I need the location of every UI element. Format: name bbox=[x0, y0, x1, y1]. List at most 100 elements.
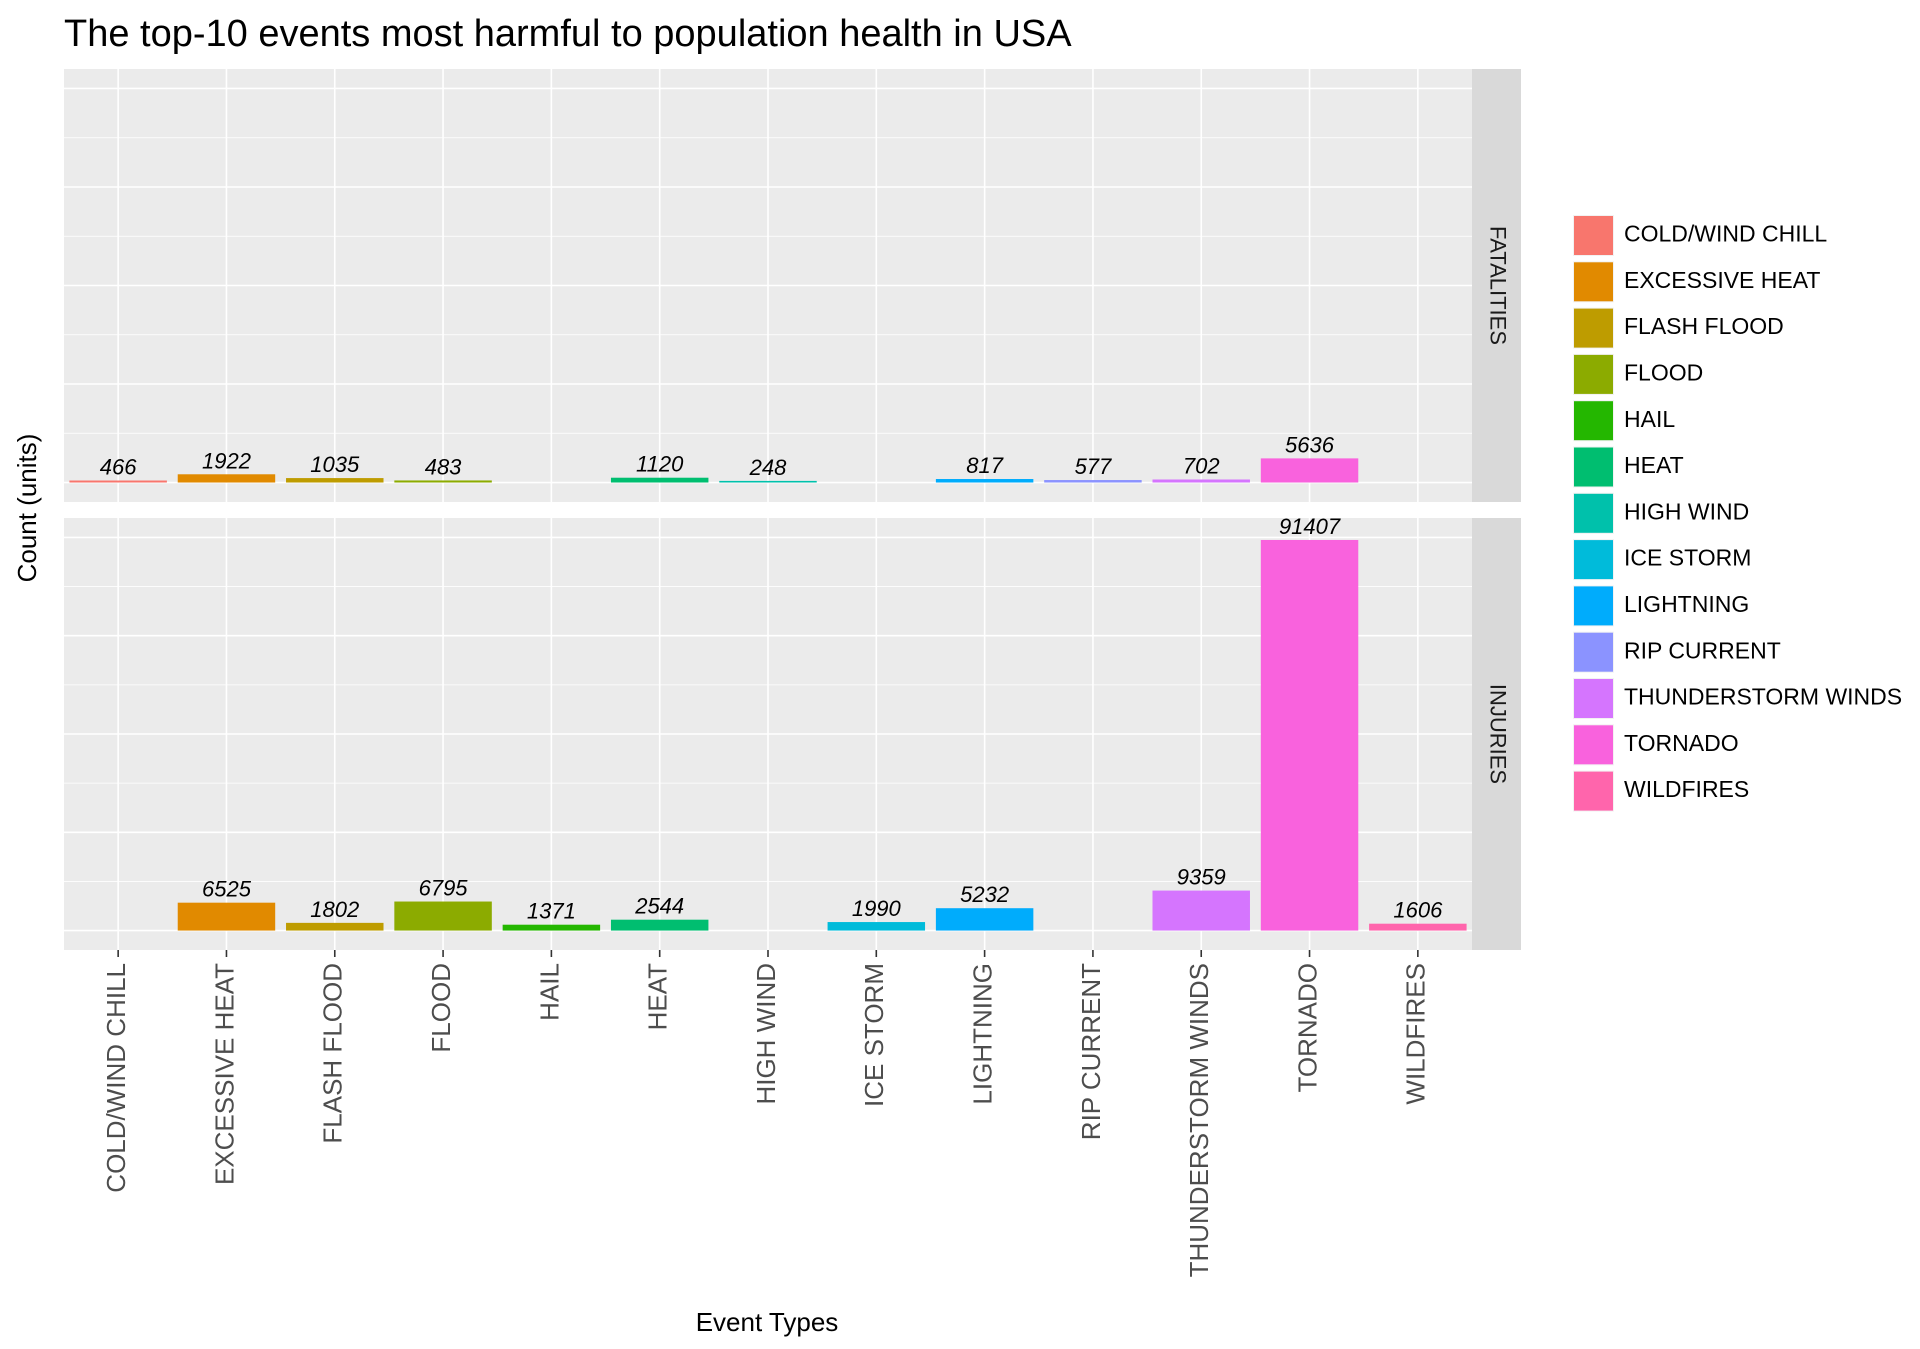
bar-heat bbox=[610, 919, 709, 931]
legend-swatch bbox=[1574, 354, 1613, 394]
data-label: 702 bbox=[1183, 454, 1220, 479]
x-tick-label: HIGH WIND bbox=[751, 963, 781, 1105]
bar-flood bbox=[394, 901, 492, 931]
legend-swatch bbox=[1574, 493, 1613, 533]
legend-label: TORNADO bbox=[1624, 730, 1739, 756]
bar-hail bbox=[502, 924, 601, 931]
legend-item-flash-flood: FLASH FLOOD bbox=[1573, 307, 1784, 349]
legend-label: EXCESSIVE HEAT bbox=[1624, 267, 1820, 293]
x-tick-label: COLD/WIND CHILL bbox=[101, 963, 131, 1193]
data-label: 817 bbox=[966, 453, 1003, 478]
legend-item-cold-wind-chill: COLD/WIND CHILL bbox=[1573, 215, 1827, 256]
bar-heat bbox=[610, 477, 709, 483]
x-tick-label: EXCESSIVE HEAT bbox=[209, 963, 239, 1185]
data-label: 1606 bbox=[1393, 898, 1443, 923]
bar-ice-storm bbox=[827, 922, 926, 931]
x-tick-label: HEAT bbox=[643, 963, 673, 1031]
x-axis-title: Event Types bbox=[696, 1307, 839, 1337]
data-label: 6525 bbox=[202, 877, 252, 902]
data-label: 1035 bbox=[310, 452, 360, 477]
bar-tornado bbox=[1260, 539, 1359, 931]
x-tick-label: ICE STORM bbox=[859, 963, 889, 1107]
data-label: 9359 bbox=[1177, 865, 1226, 890]
legend-label: THUNDERSTORM WINDS bbox=[1624, 684, 1902, 710]
x-tick-label: RIP CURRENT bbox=[1076, 963, 1106, 1140]
data-label: 483 bbox=[425, 454, 462, 479]
legend-swatch bbox=[1574, 447, 1613, 487]
strip-fatalities: FATALITIES bbox=[1472, 69, 1521, 502]
data-label: 5636 bbox=[1285, 432, 1335, 457]
legend-item-thunderstorm-winds: THUNDERSTORM WINDS bbox=[1573, 678, 1902, 719]
bar-cold-wind-chill bbox=[69, 480, 167, 483]
data-label: 91407 bbox=[1279, 514, 1341, 539]
legend: COLD/WIND CHILL EXCESSIVE HEAT FLASH FLOOD… bbox=[1573, 215, 1902, 812]
legend-swatch bbox=[1574, 632, 1613, 672]
legend-label: WILDFIRES bbox=[1624, 776, 1749, 802]
legend-label: HEAT bbox=[1624, 452, 1684, 478]
legend-swatch bbox=[1574, 540, 1613, 580]
data-label: 1802 bbox=[310, 897, 359, 922]
strip-label: FATALITIES bbox=[1486, 226, 1511, 345]
legend-label: FLOOD bbox=[1624, 359, 1703, 385]
bar-tornado bbox=[1260, 458, 1359, 483]
legend-item-high-wind: HIGH WIND bbox=[1573, 492, 1749, 534]
legend-swatch bbox=[1574, 586, 1613, 626]
legend-item-excessive-heat: EXCESSIVE HEAT bbox=[1573, 261, 1820, 303]
data-label: 5232 bbox=[960, 882, 1009, 907]
bar-excessive-heat bbox=[177, 474, 276, 483]
bar-flash-flood bbox=[286, 478, 384, 483]
data-label: 248 bbox=[749, 455, 787, 480]
strip-label: INJURIES bbox=[1486, 684, 1511, 784]
data-label: 1990 bbox=[852, 896, 902, 921]
x-tick-label: HAIL bbox=[534, 963, 564, 1021]
legend-item-rip-current: RIP CURRENT bbox=[1573, 631, 1781, 673]
data-label: 577 bbox=[1075, 454, 1112, 479]
bar-flash-flood bbox=[286, 922, 384, 931]
legend-item-heat: HEAT bbox=[1573, 446, 1684, 488]
legend-label: COLD/WIND CHILL bbox=[1624, 221, 1827, 247]
legend-label: HIGH WIND bbox=[1624, 498, 1749, 524]
data-label: 466 bbox=[100, 455, 137, 480]
panel-fatalities: FATALITIES 466 1922 1035 483 1120 248 817 577 702… bbox=[64, 69, 1521, 502]
legend-label: ICE STORM bbox=[1624, 545, 1751, 571]
panel-injuries: INJURIES 6525 1802 6795 1371 2544 1990 5232 9359… bbox=[64, 514, 1521, 950]
legend-label: RIP CURRENT bbox=[1624, 637, 1781, 663]
x-tick-label: TORNADO bbox=[1292, 963, 1322, 1093]
legend-label: HAIL bbox=[1624, 406, 1675, 432]
legend-swatch bbox=[1574, 401, 1613, 441]
data-label: 6795 bbox=[419, 876, 469, 901]
x-tick-label: WILDFIRES bbox=[1401, 963, 1431, 1105]
strip-background bbox=[1472, 518, 1521, 950]
y-axis-title: Count (units) bbox=[12, 434, 42, 583]
strip-background bbox=[1472, 69, 1521, 502]
legend-label: LIGHTNING bbox=[1624, 591, 1749, 617]
legend-swatch bbox=[1574, 771, 1613, 811]
x-tick-label: FLOOD bbox=[426, 963, 456, 1053]
bar-rip-current bbox=[1044, 480, 1142, 483]
legend-item-tornado: TORNADO bbox=[1573, 724, 1739, 766]
data-label: 2544 bbox=[634, 894, 684, 919]
legend-item-ice-storm: ICE STORM bbox=[1573, 539, 1751, 581]
bar-thunderstorm-winds bbox=[1152, 890, 1250, 931]
plot-area: FATALITIES 466 1922 1035 483 1120 248 817 577 702… bbox=[64, 69, 1521, 1277]
x-axis: COLD/WIND CHILL EXCESSIVE HEAT FLASH FLOOD… bbox=[101, 950, 1431, 1277]
x-tick-label: THUNDERSTORM WINDS bbox=[1184, 963, 1214, 1277]
legend-item-flood: FLOOD bbox=[1573, 353, 1703, 395]
bar-flood bbox=[394, 480, 492, 483]
legend-swatch bbox=[1574, 216, 1613, 255]
legend-swatch bbox=[1574, 308, 1613, 348]
chart-title: The top-10 events most harmful to popula… bbox=[64, 13, 1072, 55]
bar-lightning bbox=[935, 479, 1034, 483]
x-tick-label: FLASH FLOOD bbox=[318, 963, 348, 1144]
x-tick-label: LIGHTNING bbox=[967, 963, 997, 1105]
legend-swatch bbox=[1574, 262, 1613, 302]
legend-item-wildfires: WILDFIRES bbox=[1573, 770, 1749, 812]
data-label: 1120 bbox=[636, 452, 684, 477]
bar-thunderstorm-winds bbox=[1152, 479, 1250, 483]
legend-item-lightning: LIGHTNING bbox=[1573, 585, 1749, 627]
legend-item-hail: HAIL bbox=[1573, 400, 1675, 442]
data-label: 1371 bbox=[527, 899, 576, 924]
legend-swatch bbox=[1574, 725, 1613, 765]
